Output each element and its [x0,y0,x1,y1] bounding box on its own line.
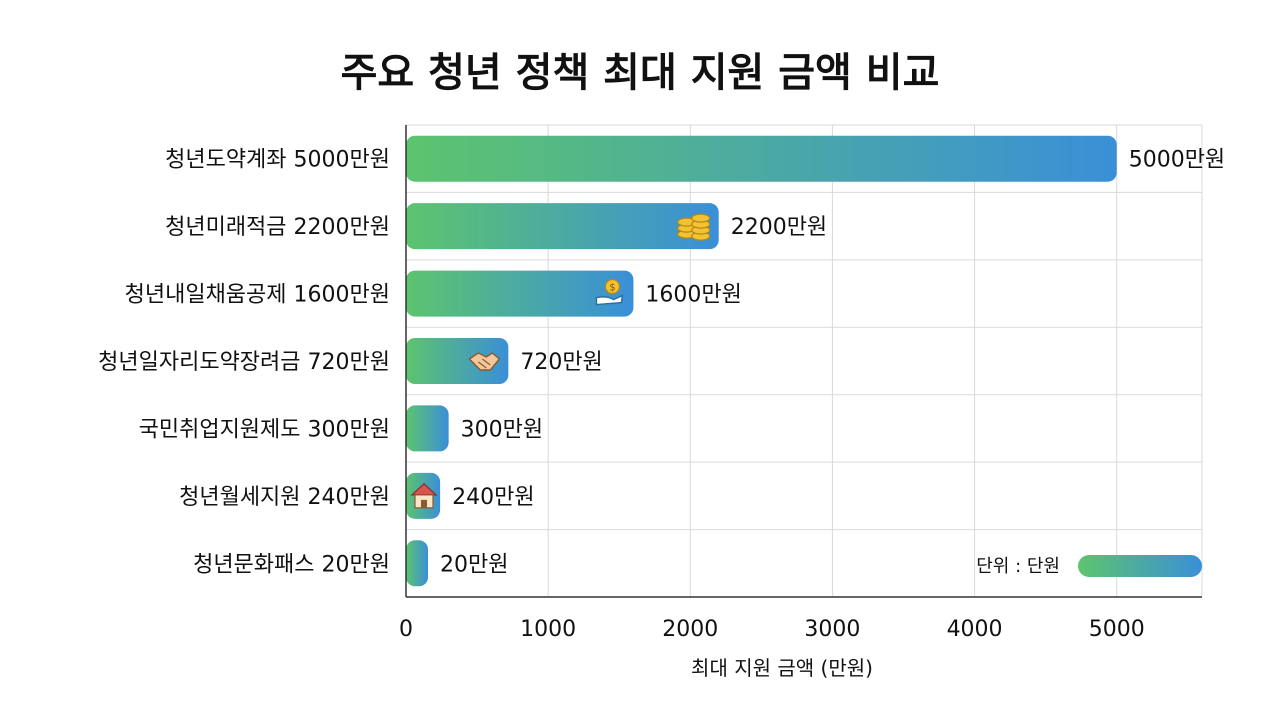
x-tick-label: 3000 [804,617,860,642]
bar [406,540,428,587]
legend: 단위 : 단원 [976,555,1202,577]
svg-text:$: $ [609,283,615,294]
money-hand-icon: $ [595,278,624,306]
category-label: 청년문화패스 20만원 [193,552,390,577]
value-label: 240만원 [452,485,534,510]
x-tick-label: 2000 [662,617,718,642]
value-label: 5000만원 [1129,148,1225,173]
category-label: 청년월세지원 240만원 [179,485,390,510]
category-label: 청년일자리도약장려금 720만원 [98,350,390,375]
category-label: 청년도약계좌 5000만원 [165,148,390,173]
x-tick-label: 0 [399,617,413,642]
bar [406,135,1117,182]
category-label: 청년내일채움공제 1600만원 [125,283,390,308]
x-tick-label: 1000 [520,617,576,642]
value-label: 1600만원 [645,283,741,308]
bar [406,405,449,452]
chart-title: 주요 청년 정책 최대 지원 금액 비교 [341,50,940,96]
x-tick-label: 5000 [1089,617,1145,642]
legend-swatch [1078,555,1202,577]
axes: 0 1000 2000 3000 4000 5000 [399,125,1202,642]
value-label: 300만원 [461,417,543,442]
bar [406,270,634,317]
value-label: 20만원 [440,552,508,577]
x-tick-label: 4000 [947,617,1003,642]
category-label: 국민취업지원제도 300만원 [139,417,390,442]
value-label: 2200만원 [731,215,827,240]
handshake-icon [468,352,501,371]
coins-icon [677,213,711,241]
category-label: 청년미래적금 2200만원 [165,215,390,240]
legend-label: 단위 : 단원 [976,556,1060,577]
x-axis-title: 최대 지원 금액 (만원) [691,656,873,680]
house-icon [410,483,438,509]
value-label: 720만원 [520,350,602,375]
bar [406,338,509,384]
bar [406,203,719,250]
